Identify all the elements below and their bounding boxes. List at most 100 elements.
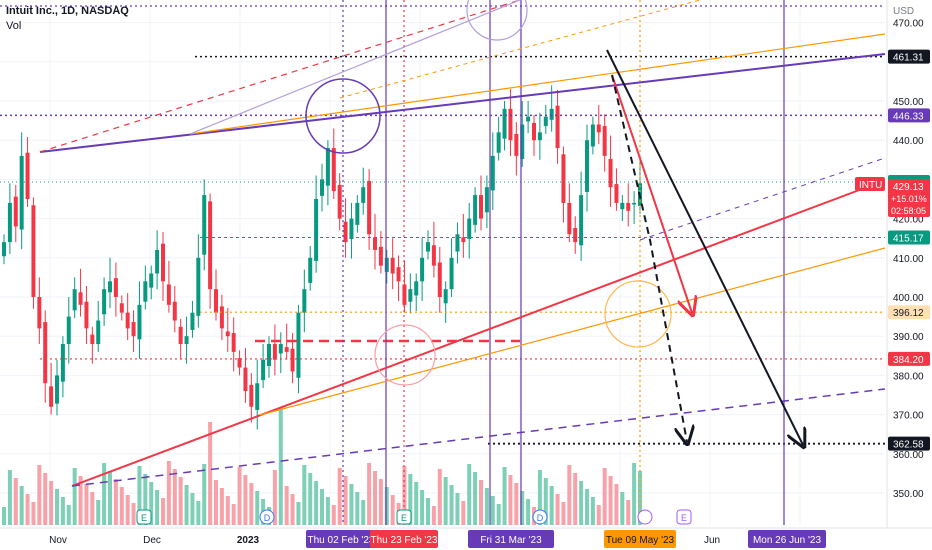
- candle-body: [19, 155, 24, 230]
- candle-body: [508, 108, 513, 141]
- volume-bar: [325, 497, 330, 525]
- volume-bar: [596, 505, 601, 525]
- volume-bar: [449, 485, 454, 525]
- time-axis-highlight: [468, 530, 554, 548]
- volume-bar: [296, 502, 301, 525]
- volume-bar: [420, 490, 425, 525]
- candle-body: [267, 344, 271, 366]
- volume-bar: [60, 497, 65, 525]
- candle-body: [590, 124, 595, 147]
- earnings-marker-label: E: [141, 513, 147, 523]
- volume-bar: [537, 470, 542, 525]
- candle-body: [60, 344, 65, 382]
- volume-bar: [514, 483, 519, 525]
- candle-body: [2, 242, 6, 257]
- volume-bar: [184, 485, 189, 525]
- candle-body: [420, 257, 425, 282]
- volume-bar: [337, 468, 342, 525]
- chart-legend: Intuit Inc., 1D, NASDAQ Vol: [6, 4, 129, 34]
- price-label-text: 461.31: [893, 53, 924, 64]
- candle-body: [632, 202, 637, 205]
- last-price-countdown: 02:58:05: [891, 206, 926, 216]
- volume-bar: [19, 486, 24, 525]
- candle-body: [461, 237, 466, 243]
- volume-bar: [190, 493, 195, 525]
- candle-body: [484, 187, 489, 213]
- volume-bar: [638, 471, 642, 525]
- volume-bar: [608, 476, 613, 525]
- volume-bar: [66, 505, 71, 525]
- volume-bar: [543, 478, 548, 525]
- purple-dashed-support: [71, 388, 886, 487]
- candle-body: [249, 384, 254, 407]
- time-axis-highlight: [748, 530, 826, 548]
- volume-bar: [284, 486, 289, 525]
- time-axis-highlight-label: Thu 23 Feb '23: [371, 535, 438, 546]
- volume-bar: [113, 479, 118, 525]
- volume-bar: [426, 498, 430, 525]
- red-projection-arrow: [611, 74, 692, 313]
- candle-body: [66, 316, 71, 345]
- candle-body: [261, 359, 266, 381]
- volume-bar: [390, 495, 395, 525]
- price-label-box: [888, 230, 930, 245]
- candle-body: [561, 154, 566, 203]
- time-axis-label: Jun: [704, 535, 720, 546]
- volume-bar: [196, 501, 201, 525]
- candle-body: [131, 322, 136, 337]
- candle-body: [626, 202, 631, 211]
- candle-body: [96, 320, 101, 345]
- volume-bar: [149, 482, 154, 525]
- time-axis-highlight: [604, 530, 676, 548]
- volume-bar: [555, 494, 560, 525]
- dividend-marker-label: D: [537, 513, 544, 523]
- volume-bar: [349, 484, 354, 525]
- candle-body: [108, 281, 112, 293]
- candle-body: [325, 148, 330, 186]
- candle-body: [331, 148, 336, 192]
- candle-body: [49, 386, 54, 407]
- candle-body: [555, 105, 560, 149]
- price-tick-label: 360.00: [893, 450, 924, 461]
- volume-bar: [526, 499, 531, 525]
- candle-body: [296, 312, 301, 378]
- candle-body: [208, 201, 213, 290]
- candle-body: [343, 221, 348, 243]
- volume-bar: [602, 468, 607, 525]
- volume-bar: [84, 484, 89, 525]
- volume-bar: [72, 468, 77, 525]
- time-axis-label: Nov: [49, 535, 67, 546]
- volume-bar: [573, 473, 578, 525]
- candle-body: [219, 306, 224, 329]
- candle-body: [161, 243, 165, 282]
- volume-bar: [137, 466, 142, 525]
- candle-body: [190, 312, 195, 330]
- price-tick-label: 470.00: [893, 19, 924, 30]
- volume-bar: [172, 469, 177, 525]
- candle-body: [284, 347, 289, 352]
- volume-bar: [626, 500, 631, 525]
- candle-body: [155, 249, 160, 274]
- volume-bar: [278, 408, 283, 525]
- time-axis-highlight: [370, 530, 438, 548]
- candle-body: [502, 108, 507, 139]
- lavender-circle: [466, 0, 528, 41]
- volume-bar: [479, 480, 483, 525]
- volume-bar: [314, 481, 319, 525]
- candle-body: [514, 133, 519, 156]
- candle-body: [314, 199, 319, 261]
- candle-body: [137, 304, 142, 340]
- volume-bar: [37, 465, 42, 525]
- volume-bar: [467, 464, 472, 525]
- earnings-marker: [136, 509, 152, 525]
- volume-bar: [161, 498, 165, 525]
- candle-body: [214, 289, 218, 313]
- volume-bar: [155, 490, 160, 525]
- candle-body: [84, 301, 89, 329]
- candle-body: [349, 218, 354, 239]
- candle-body: [473, 195, 478, 225]
- price-label-box: [888, 351, 930, 366]
- red-support-line: [71, 185, 871, 487]
